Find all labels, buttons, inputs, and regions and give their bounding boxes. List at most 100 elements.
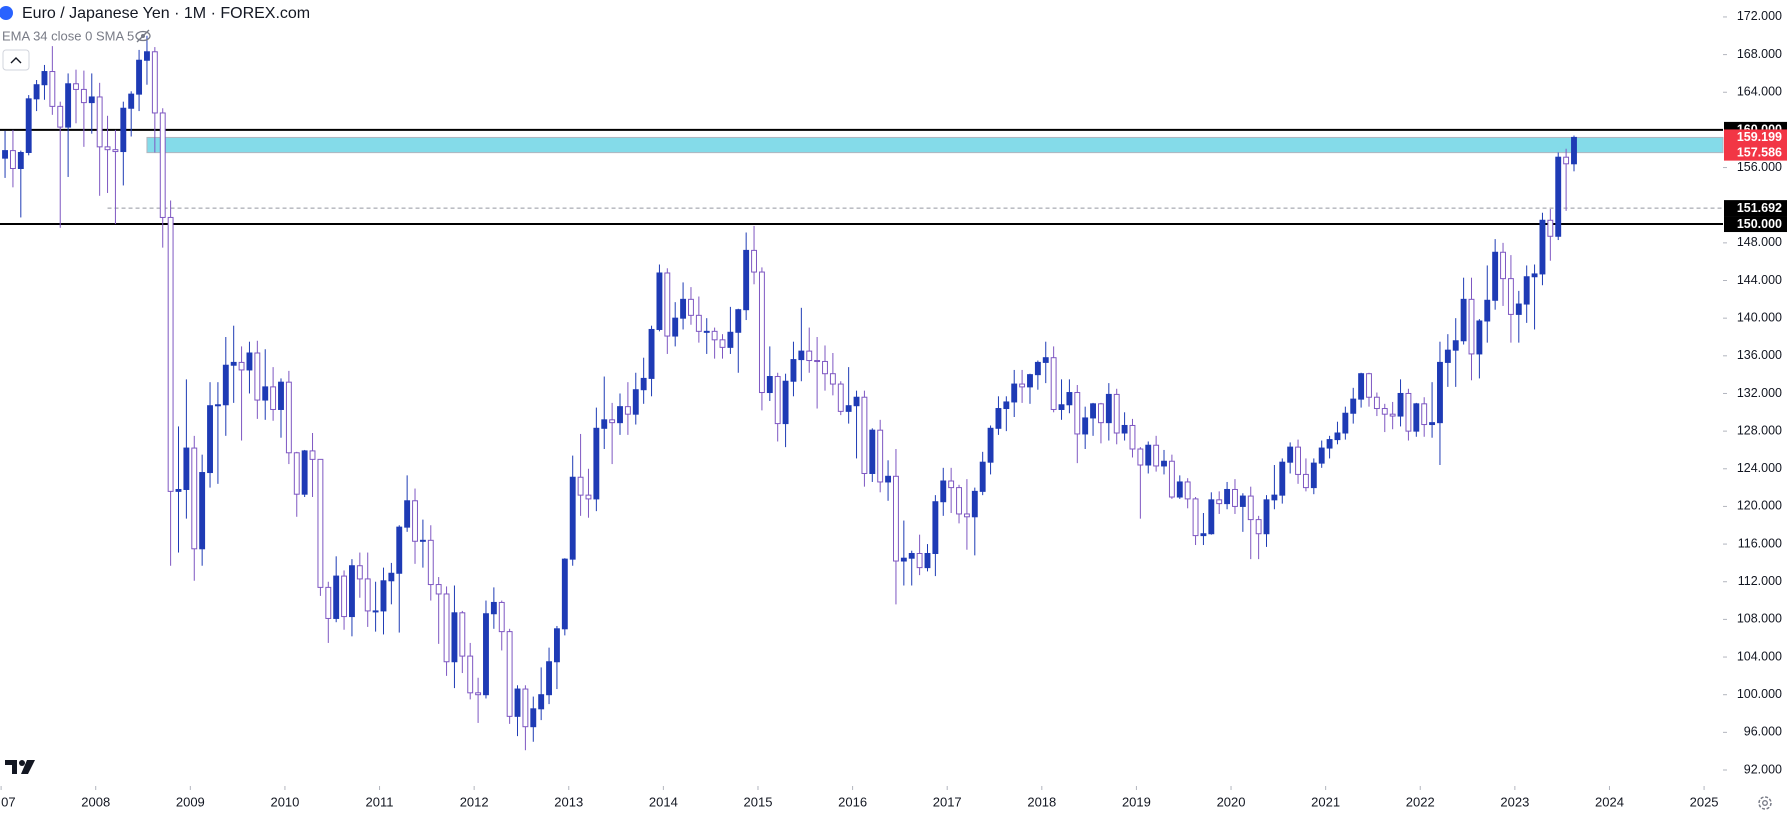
candle-body [1224,488,1231,505]
candle-body [1539,219,1546,275]
candle-body [1153,444,1160,467]
dashed-level-label-text: 151.692 [1737,201,1782,215]
candle-body [136,59,143,95]
candle [246,341,253,394]
symbol-logo [0,6,13,20]
candle-body [1326,439,1333,449]
candle [1121,412,1128,441]
candle-body [17,151,24,169]
candle [293,451,300,517]
candle [601,376,608,450]
candle-body [617,406,623,424]
candle [419,519,426,568]
candle [191,435,198,581]
candle [88,73,95,134]
zone-low-label: 157.586 [1724,144,1787,161]
zone-high-label: 159.199 [1724,129,1787,146]
candle-body [1381,408,1388,415]
candle-body [1097,403,1104,424]
candle [214,382,221,484]
candle-body [412,500,418,542]
candle [65,73,72,177]
candle [404,475,411,532]
candle [514,685,521,737]
candle [254,340,261,419]
candle [1421,397,1428,437]
candle [333,556,340,623]
candle [751,225,757,285]
candle-body [396,526,403,574]
candle [1208,492,1215,535]
candle-body [940,480,947,503]
candle [1239,493,1246,532]
candle-body [1011,383,1018,403]
candle-body [601,419,608,429]
candle [743,232,750,321]
candle-body [1232,488,1238,507]
candle [837,381,844,416]
candle-body [443,593,450,663]
candle [238,346,245,441]
candle-body [151,51,158,114]
candle-body [1452,340,1459,351]
collapse-button[interactable] [2,49,30,71]
candle-body [971,490,978,518]
y-tick-label: 132.000 [1737,386,1782,400]
candle [1027,373,1033,404]
candle-body [364,578,371,612]
candle [1397,379,1404,427]
candle-body [569,476,576,560]
candle-body [1437,361,1443,424]
candle [49,46,56,115]
candle-body [782,380,789,425]
candle [569,455,576,566]
candle [506,628,513,724]
candle-body [1547,219,1554,237]
candle [1153,435,1160,472]
candle-body [845,405,852,412]
y-tick-label: 136.000 [1737,348,1782,362]
x-tick-label: 2018 [1027,794,1056,809]
candle-body [9,150,16,169]
candle-body [285,381,292,454]
candle-body [372,610,379,613]
x-tick-label: 2014 [649,794,678,809]
candle [1137,447,1144,519]
candle [1097,402,1104,444]
candle-body [1358,373,1365,400]
candle [1373,392,1380,417]
candle [1113,388,1120,445]
candle [1184,478,1191,509]
settings-icon[interactable] [1758,796,1772,810]
candle-body [49,71,56,107]
candle-body [341,575,348,618]
candle [798,307,805,382]
x-tick-label: 2013 [554,794,583,809]
candle-body [167,216,174,492]
dashed-level-label: 151.692 [1724,200,1787,217]
candle-body [711,330,718,341]
candle [104,115,111,193]
candle-body [695,314,702,332]
candle [538,667,545,721]
candle [1295,439,1301,484]
candle [325,581,332,643]
candle [1129,418,1136,458]
candle-body [388,572,395,582]
candle-body [333,575,340,619]
candle [1318,440,1325,468]
candle [1484,265,1491,343]
candle-body [1366,373,1372,398]
candle [230,325,237,403]
visibility-icon[interactable] [135,29,151,43]
candle [861,390,868,487]
candle-body [112,149,119,153]
candle-body [1460,298,1467,342]
candle [900,520,907,586]
candle [443,586,450,676]
tradingview-logo[interactable] [5,760,35,774]
candle [490,587,497,629]
candle-body [561,558,568,630]
candle [41,64,48,100]
